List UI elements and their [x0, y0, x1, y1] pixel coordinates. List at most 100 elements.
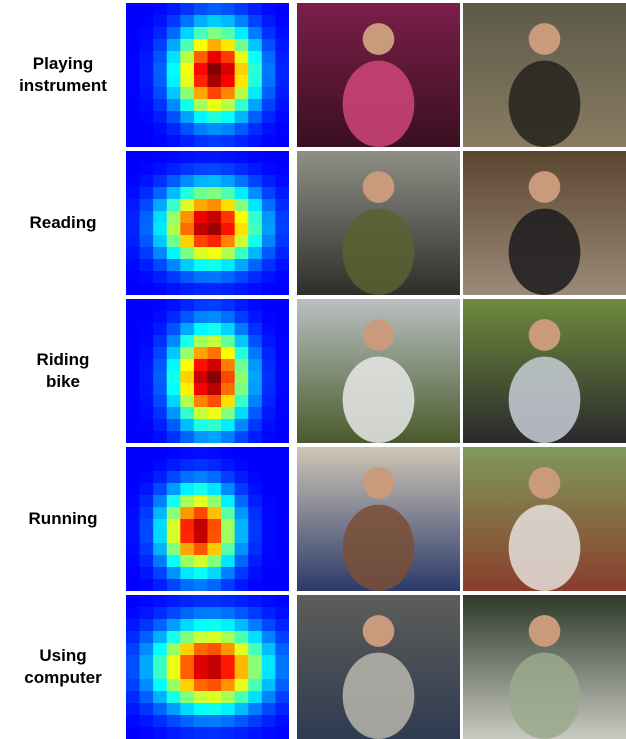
heat-cell	[153, 495, 167, 508]
heat-cell	[140, 63, 154, 76]
heat-cell	[208, 247, 222, 260]
heat-cell	[140, 619, 154, 632]
heat-cell	[248, 483, 262, 496]
heat-cell	[208, 211, 222, 224]
heat-cell	[221, 407, 235, 420]
heat-cell	[126, 87, 140, 100]
heat-cell	[248, 507, 262, 520]
heat-cell	[126, 187, 140, 200]
heat-cell	[180, 531, 194, 544]
photo	[297, 447, 460, 591]
heat-cell	[180, 151, 194, 164]
heat-cell	[126, 483, 140, 496]
person-head	[363, 319, 395, 351]
heat-cell	[221, 567, 235, 580]
heat-cell	[248, 727, 262, 739]
photo	[463, 3, 626, 147]
heat-cell	[180, 39, 194, 52]
heat-cell	[153, 519, 167, 532]
heat-cell	[208, 679, 222, 692]
heat-cell	[126, 691, 140, 704]
heat-cell	[126, 619, 140, 632]
heat-cell	[235, 431, 249, 443]
heat-cell	[262, 431, 276, 443]
heat-cell	[153, 607, 167, 620]
heat-cell	[194, 151, 208, 164]
heat-cell	[126, 471, 140, 484]
heat-cell	[194, 655, 208, 668]
heat-cell	[262, 271, 276, 284]
heat-cell	[262, 383, 276, 396]
heat-cell	[167, 631, 181, 644]
heat-cell	[126, 543, 140, 556]
heat-cell	[235, 679, 249, 692]
heat-cell	[140, 3, 154, 16]
heat-cell	[194, 163, 208, 176]
heat-cell	[140, 283, 154, 295]
heat-cell	[167, 335, 181, 348]
heat-cell	[153, 75, 167, 88]
heat-cell	[180, 459, 194, 472]
heat-cell	[167, 459, 181, 472]
heat-cell	[248, 247, 262, 260]
heat-cell	[275, 531, 289, 544]
heat-cell	[167, 383, 181, 396]
heat-cell	[126, 595, 140, 608]
heat-cell	[262, 135, 276, 147]
heat-cell	[221, 507, 235, 520]
heat-cell	[194, 383, 208, 396]
heat-cell	[221, 199, 235, 212]
heat-cell	[153, 431, 167, 443]
heat-cell	[180, 419, 194, 432]
heat-cell	[140, 655, 154, 668]
heat-cell	[275, 567, 289, 580]
heat-cell	[248, 135, 262, 147]
heat-cell	[153, 471, 167, 484]
heat-cell	[262, 175, 276, 188]
heat-cell	[153, 51, 167, 64]
person-head	[363, 615, 395, 647]
heat-cell	[167, 51, 181, 64]
heat-cell	[235, 3, 249, 16]
heat-cell	[180, 607, 194, 620]
heat-cell	[126, 631, 140, 644]
heat-cell	[153, 63, 167, 76]
heat-cell	[248, 447, 262, 460]
heat-cell	[153, 99, 167, 112]
heat-cell	[248, 271, 262, 284]
heat-cell	[180, 359, 194, 372]
heat-cell	[221, 15, 235, 28]
heat-cell	[180, 431, 194, 443]
heat-cell	[275, 691, 289, 704]
heat-cell	[275, 135, 289, 147]
heat-cell	[248, 519, 262, 532]
heat-cell	[235, 51, 249, 64]
heat-cell	[140, 543, 154, 556]
heat-cell	[248, 531, 262, 544]
heat-cell	[167, 223, 181, 236]
heat-cell	[194, 579, 208, 591]
heat-cell	[208, 483, 222, 496]
heat-cell	[126, 75, 140, 88]
heat-cell	[140, 703, 154, 716]
heat-cell	[153, 235, 167, 248]
heat-cell	[140, 235, 154, 248]
heat-cell	[208, 235, 222, 248]
heat-cell	[248, 643, 262, 656]
heat-cell	[262, 679, 276, 692]
heat-cell	[194, 135, 208, 147]
heat-cell	[167, 579, 181, 591]
heat-cell	[180, 163, 194, 176]
heat-cell	[248, 99, 262, 112]
heat-cell	[208, 383, 222, 396]
heat-cell	[153, 151, 167, 164]
heat-cell	[180, 555, 194, 568]
heat-cell	[153, 347, 167, 360]
heat-cell	[208, 27, 222, 40]
heat-cell	[248, 27, 262, 40]
heat-cell	[180, 727, 194, 739]
heat-cell	[153, 135, 167, 147]
heat-cell	[262, 371, 276, 384]
heat-cell	[180, 135, 194, 147]
